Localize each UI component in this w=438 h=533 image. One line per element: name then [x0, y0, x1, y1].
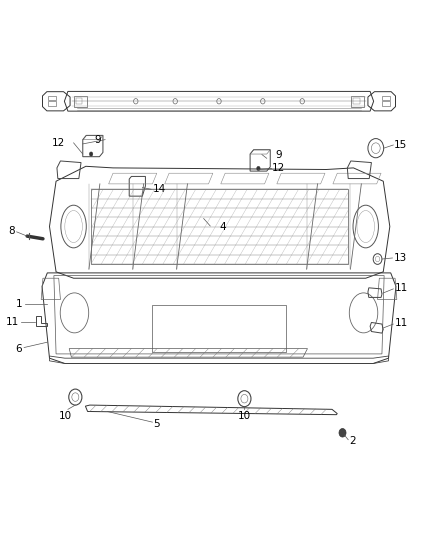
Text: 1: 1: [16, 299, 23, 309]
Text: 12: 12: [272, 164, 285, 173]
Bar: [382, 96, 390, 100]
Text: 8: 8: [9, 226, 15, 236]
Text: 14: 14: [152, 184, 166, 194]
Circle shape: [89, 152, 93, 156]
Circle shape: [339, 429, 346, 437]
Text: 10: 10: [238, 411, 251, 421]
Text: 5: 5: [153, 419, 160, 429]
Bar: [351, 96, 364, 107]
Bar: [48, 101, 56, 106]
Bar: [76, 98, 82, 104]
Bar: [353, 98, 360, 104]
Text: 11: 11: [395, 283, 408, 293]
Text: 2: 2: [350, 436, 356, 446]
Text: 13: 13: [394, 253, 407, 263]
Text: 9: 9: [94, 135, 101, 144]
Bar: [382, 101, 390, 106]
Bar: [74, 96, 87, 107]
Text: 15: 15: [394, 140, 407, 150]
Text: 9: 9: [275, 150, 282, 159]
Text: 11: 11: [6, 317, 19, 327]
Circle shape: [257, 166, 260, 171]
Text: 4: 4: [219, 222, 226, 232]
Text: 6: 6: [15, 344, 22, 353]
Text: 12: 12: [52, 138, 65, 148]
Bar: [48, 96, 56, 100]
Text: 11: 11: [395, 318, 408, 328]
Text: 10: 10: [59, 411, 72, 421]
